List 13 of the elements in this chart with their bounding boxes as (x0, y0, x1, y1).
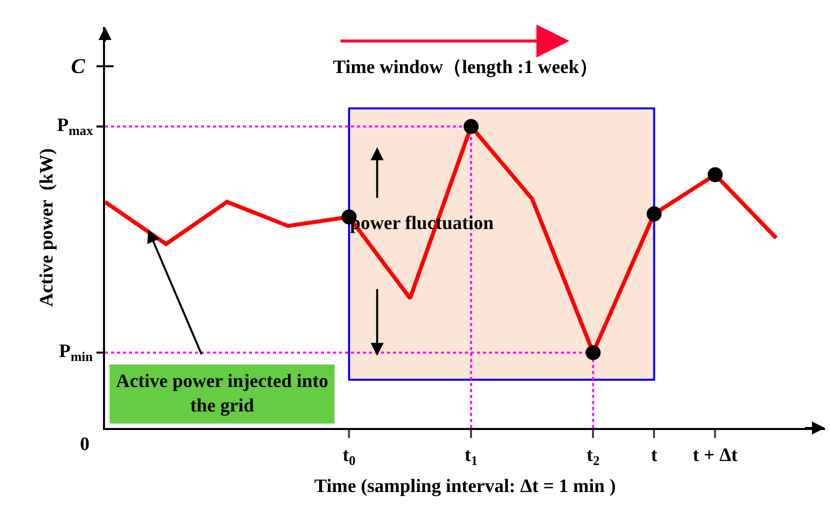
x-tick-label: t$_{1}$ (464, 444, 478, 468)
ref-line-label: P$_{max}$ (57, 115, 94, 138)
x-tick-label: t$_{2}$ (586, 444, 600, 468)
x-tick-label: t (650, 444, 658, 466)
text: 0 (80, 434, 90, 455)
y-axis-title: Active power (kW) (36, 148, 58, 307)
text: C (71, 54, 86, 78)
ref-line-label: P$_{min}$ (59, 341, 94, 364)
annotation: Active power injected into the grid (116, 371, 328, 417)
x-axis-title: Time (sampling interval: Δt = 1 min ) (314, 476, 616, 498)
text: Time window（length :1 week） (333, 57, 598, 78)
x-tick-label: t$_{0}$ (342, 444, 356, 468)
x-tick-label: t + Δt (692, 444, 738, 466)
